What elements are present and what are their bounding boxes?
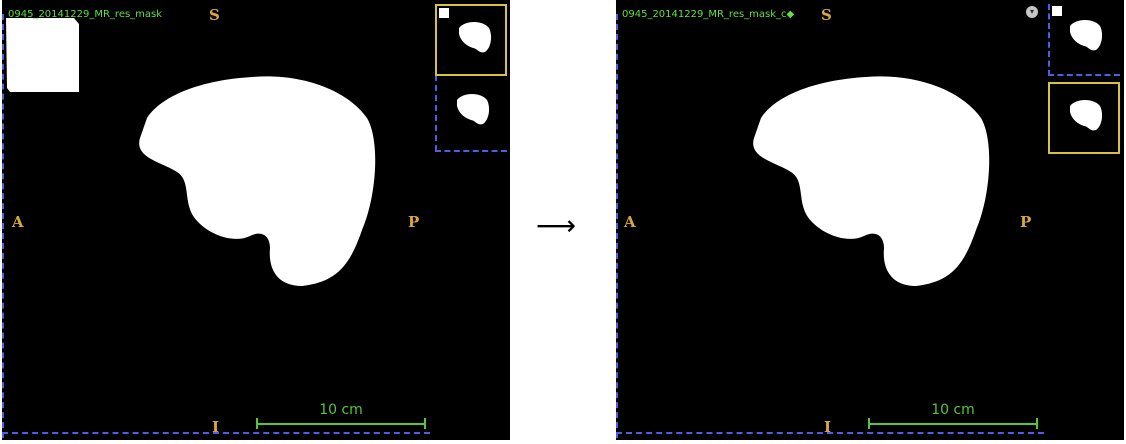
- thumbnail-strip-border: [1048, 4, 1050, 76]
- orientation-superior: S: [821, 6, 832, 24]
- image-title: 0945_20141229_MR_res_mask: [8, 9, 163, 20]
- thumbnail-image: [1070, 100, 1103, 131]
- slice-thumbnail-1[interactable]: [1050, 4, 1120, 74]
- right-viewport[interactable]: 0945_20141229_MR_res_mask_c◆ ▾ S A P I 1…: [616, 0, 1124, 440]
- orientation-posterior: P: [1020, 213, 1032, 231]
- orientation-inferior: I: [824, 418, 832, 436]
- mask-image: [6, 18, 376, 287]
- scale-bar: 10 cm: [256, 402, 426, 434]
- orientation-superior: S: [209, 6, 220, 24]
- orientation-anterior: A: [12, 213, 24, 231]
- viewport-border-bottom: [616, 432, 1044, 434]
- thumbnail-strip-border-bottom: [1048, 74, 1120, 76]
- thumbnail-image: [439, 8, 492, 53]
- slice-thumbnail-1[interactable]: [435, 4, 507, 76]
- orientation-inferior: I: [212, 418, 220, 436]
- thumbnail-strip-border-bottom: [435, 150, 507, 152]
- thumbnail-strip-border: [435, 75, 437, 151]
- left-viewport[interactable]: 0945_20141229_MR_res_mask S A P I 10 cm: [2, 0, 510, 440]
- thumbnail-image: [1052, 6, 1103, 51]
- chevron-down-icon[interactable]: ▾: [1026, 6, 1038, 18]
- viewport-border-left: [2, 14, 4, 438]
- mask-image: [753, 76, 990, 287]
- slice-thumbnail-2[interactable]: [1048, 82, 1120, 154]
- viewport-border-left: [616, 14, 618, 438]
- transition-arrow: ⟶: [536, 209, 577, 242]
- orientation-anterior: A: [624, 213, 636, 231]
- scale-bar: 10 cm: [868, 402, 1038, 434]
- slice-thumbnail-2[interactable]: [437, 78, 507, 148]
- orientation-posterior: P: [408, 213, 420, 231]
- scale-bar-label: 10 cm: [319, 402, 363, 418]
- thumbnail-image: [457, 94, 490, 125]
- viewport-border-bottom: [2, 432, 430, 434]
- image-title: 0945_20141229_MR_res_mask_c◆: [622, 9, 795, 20]
- scale-bar-label: 10 cm: [931, 402, 975, 418]
